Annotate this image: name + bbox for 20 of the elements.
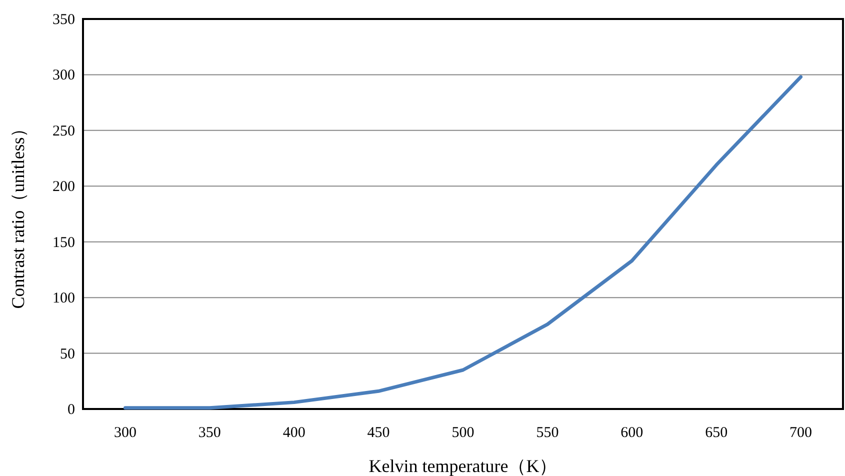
- y-tick-label: 200: [52, 179, 75, 196]
- y-tick-label: 300: [52, 68, 75, 84]
- line-series: [123, 75, 803, 410]
- y-tick-label: 0: [68, 402, 75, 418]
- y-tick-label: 350: [52, 12, 75, 28]
- x-axis-title: Kelvin temperature（K）: [368, 456, 558, 476]
- y-axis-title: Contrast ratio（unitless）: [8, 119, 28, 309]
- x-tick-label: 450: [367, 425, 390, 441]
- x-tick-label: 400: [282, 425, 306, 441]
- x-tick-label: 500: [452, 425, 474, 441]
- y-tick-label: 50: [60, 346, 75, 362]
- y-tick-label: 150: [52, 234, 75, 251]
- x-tick-label: 650: [705, 425, 728, 441]
- x-tick-label: 550: [536, 425, 559, 441]
- x-tick-label: 700: [790, 425, 812, 441]
- y-tick-label: 250: [52, 123, 75, 140]
- x-tick-label: 350: [198, 425, 221, 441]
- x-tick-label: 300: [114, 425, 136, 441]
- x-tick-label: 600: [620, 425, 644, 441]
- y-tick-label: 100: [52, 290, 75, 307]
